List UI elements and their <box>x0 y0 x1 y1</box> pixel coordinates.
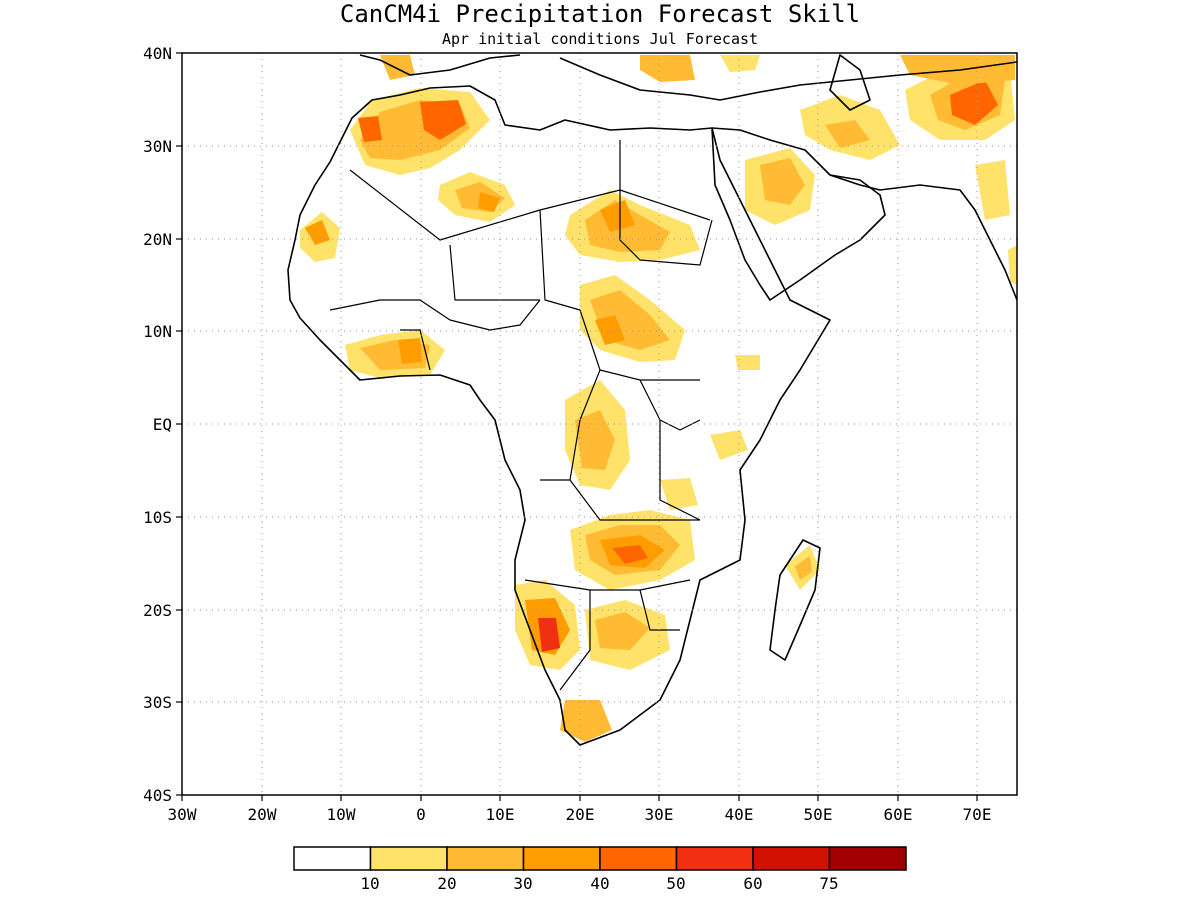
colorbar-swatch-7 <box>828 846 907 871</box>
lon-label-20w: 20W <box>248 805 277 824</box>
caspian-coast <box>829 54 871 111</box>
skill-shading <box>300 55 1017 742</box>
shade-nw-africa-3 <box>420 100 466 140</box>
shade-sahel-3 <box>595 315 625 345</box>
shade-nw-africa-4 <box>358 116 382 142</box>
colorbar-swatch-5 <box>675 846 754 871</box>
coastlines <box>287 54 1018 746</box>
map-title: CanCM4i Precipitation Forecast Skill <box>340 0 860 28</box>
shade-iraq-2 <box>825 120 870 148</box>
lon-label-30e: 30E <box>645 805 674 824</box>
lat-label-30n: 30N <box>143 137 172 156</box>
colorbar-label-20: 20 <box>437 874 456 893</box>
lat-labels: 40N 30N 20N 10N EQ 10S 20S 30S 40S <box>143 44 172 805</box>
colorbar-label-50: 50 <box>666 874 685 893</box>
lat-label-10s: 10S <box>143 508 172 527</box>
colorbar-label-60: 60 <box>743 874 762 893</box>
europe-coast <box>359 54 1018 101</box>
lat-label-eq: EQ <box>153 415 172 434</box>
shade-arabia-2 <box>760 158 805 205</box>
madagascar-coast <box>769 539 821 661</box>
gridlines <box>182 53 1017 795</box>
lat-label-30s: 30S <box>143 693 172 712</box>
lat-label-40s: 40S <box>143 786 172 805</box>
lon-label-60e: 60E <box>884 805 913 824</box>
colorbar-label-40: 40 <box>590 874 609 893</box>
africa-coast <box>287 85 831 746</box>
colorbar: 10 20 30 40 50 60 75 <box>293 846 907 893</box>
shade-wafrica-3 <box>398 338 422 364</box>
colorbar-label-75: 75 <box>819 874 838 893</box>
shade-safrica <box>560 700 612 742</box>
map-subtitle: Apr initial conditions Jul Forecast <box>442 30 758 48</box>
shade-botswana-2 <box>595 612 650 650</box>
shade-india-2 <box>1008 245 1017 285</box>
shade-europe-2 <box>640 55 695 82</box>
shade-algeria-3 <box>478 192 500 212</box>
lon-labels: 30W 20W 10W 0 10E 20E 30E 40E 50E 60E 70… <box>168 805 992 824</box>
lat-label-40n: 40N <box>143 44 172 63</box>
colorbar-swatch-1 <box>369 846 448 871</box>
asia-coast <box>829 174 1018 301</box>
colorbar-swatch-2 <box>446 846 525 871</box>
shade-tanzania <box>660 478 698 510</box>
colorbar-label-10: 10 <box>360 874 379 893</box>
shade-chad-3 <box>600 200 635 232</box>
lon-label-0: 0 <box>416 805 426 824</box>
shade-congo-2 <box>575 410 615 470</box>
shade-ethiopia <box>735 355 760 370</box>
lon-label-10e: 10E <box>486 805 515 824</box>
shade-wsahara-2 <box>305 220 330 245</box>
shade-europe-3 <box>720 55 760 72</box>
shade-namibia-3 <box>538 618 560 652</box>
lon-label-20e: 20E <box>566 805 595 824</box>
arabia-coast <box>711 127 886 301</box>
shade-afghan-3 <box>950 80 998 125</box>
colorbar-swatch-6 <box>752 846 831 871</box>
lon-label-10w: 10W <box>327 805 356 824</box>
lon-label-30w: 30W <box>168 805 197 824</box>
lat-label-20n: 20N <box>143 230 172 249</box>
lat-label-20s: 20S <box>143 601 172 620</box>
lon-label-40e: 40E <box>725 805 754 824</box>
shade-india <box>975 160 1010 220</box>
ticks <box>176 52 978 801</box>
shade-zambia-4 <box>612 545 648 564</box>
lat-label-10n: 10N <box>143 322 172 341</box>
borders <box>329 140 713 691</box>
lon-label-50e: 50E <box>804 805 833 824</box>
colorbar-swatch-4 <box>599 846 678 871</box>
lon-label-70e: 70E <box>963 805 992 824</box>
colorbar-label-30: 30 <box>513 874 532 893</box>
shade-madagascar-2 <box>795 556 812 580</box>
colorbar-swatch-0 <box>293 846 372 871</box>
colorbar-swatch-3 <box>522 846 601 871</box>
